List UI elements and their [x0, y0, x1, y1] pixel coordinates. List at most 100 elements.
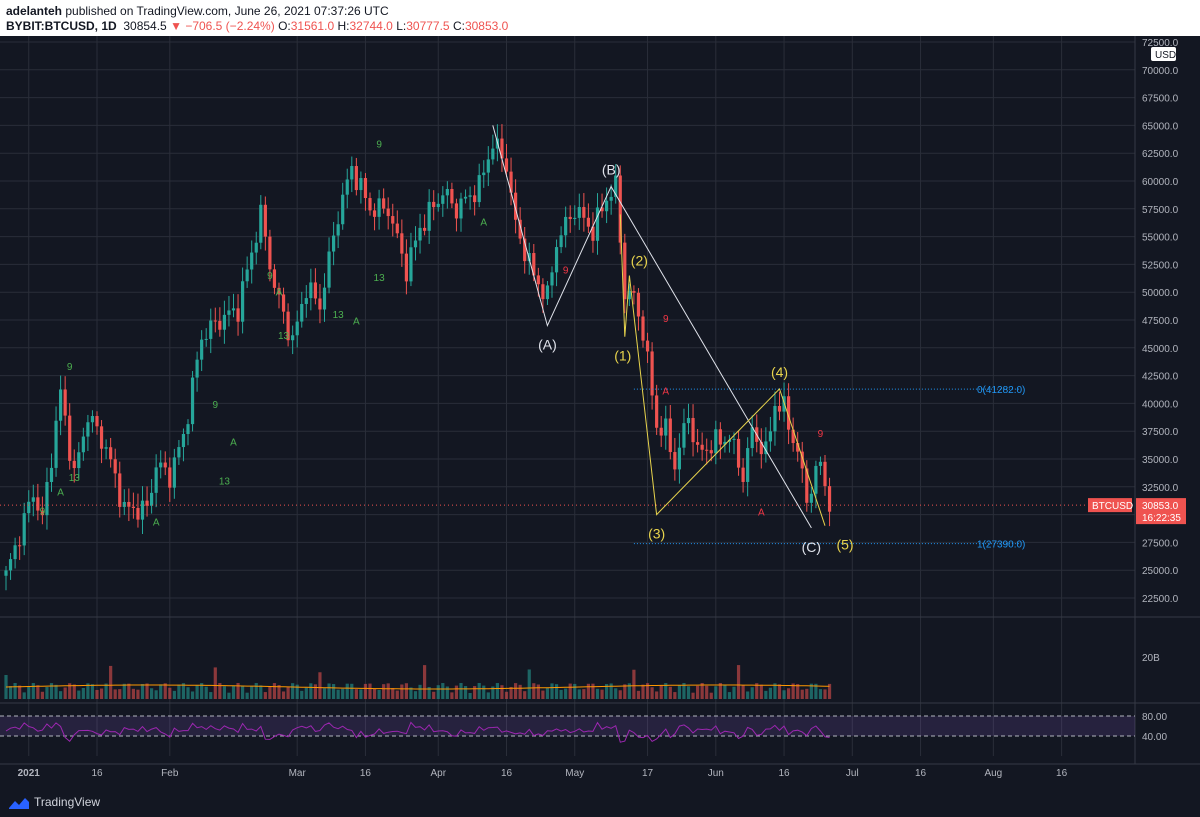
candle-body: [295, 321, 299, 336]
volume-bar: [709, 692, 713, 699]
volume-bar: [304, 687, 308, 699]
volume-axis-label: 20B: [1142, 653, 1160, 664]
y-tick-label: 62500.0: [1142, 149, 1179, 160]
volume-bar: [768, 687, 772, 699]
candle-body: [59, 389, 63, 421]
volume-bar: [40, 691, 44, 699]
y-tick-label: 70000.0: [1142, 66, 1179, 77]
chart-background: [0, 36, 1200, 786]
volume-bar: [186, 687, 190, 699]
volume-bar: [791, 683, 795, 699]
volume-bar: [718, 683, 722, 699]
volume-bar: [577, 689, 581, 699]
candle-body: [473, 195, 477, 203]
candle-body: [90, 416, 95, 423]
volume-bar: [536, 684, 540, 699]
volume-bar: [668, 686, 672, 699]
candle-body: [491, 148, 495, 160]
wave-label: (4): [771, 364, 788, 380]
volume-bar: [682, 683, 686, 699]
volume-bar: [600, 689, 604, 699]
candle-body: [8, 559, 13, 571]
symbol-label[interactable]: BYBIT:BTCUSD, 1D: [6, 19, 117, 33]
wave-label: (2): [631, 253, 648, 269]
volume-bar: [814, 683, 818, 699]
candle-body: [49, 467, 54, 482]
candle-body: [800, 451, 804, 469]
volume-bar: [518, 684, 522, 699]
td-marker: 9: [663, 314, 669, 325]
volume-bar: [81, 687, 85, 699]
candle-body: [368, 198, 372, 211]
x-tick-label: 16: [778, 768, 790, 779]
volume-bar: [477, 683, 481, 699]
volume-bar: [22, 692, 26, 699]
symbol-badge-label: BTCUSD: [1092, 501, 1133, 512]
td-marker: 9: [376, 140, 382, 151]
volume-bar: [204, 686, 208, 699]
volume-ma-line: [5, 684, 830, 690]
volume-bar: [559, 689, 563, 699]
volume-bar: [272, 683, 277, 699]
volume-bar: [291, 683, 295, 699]
td-marker: 13: [69, 473, 81, 484]
wave-label: (3): [648, 526, 665, 542]
wave-label: (1): [614, 348, 631, 364]
candle-body: [382, 198, 386, 209]
volume-bar: [281, 691, 286, 699]
candle-body: [36, 497, 40, 511]
volume-bar: [190, 691, 195, 699]
candle-body: [109, 447, 113, 460]
x-tick-label: Jul: [846, 768, 859, 779]
volume-bar: [586, 683, 590, 699]
volume-bar: [468, 692, 472, 699]
volume-bar: [441, 683, 445, 699]
y-tick-label: 47500.0: [1142, 316, 1179, 327]
volume-bar: [99, 688, 104, 699]
volume-bar: [564, 688, 568, 699]
volume-bar: [523, 691, 527, 699]
volume-bar: [454, 685, 459, 699]
td-marker: A: [153, 518, 160, 529]
volume-bar: [177, 684, 181, 699]
volume-bar: [227, 692, 231, 699]
candle-body: [350, 166, 354, 180]
volume-bar: [527, 669, 531, 699]
candle-body: [272, 269, 277, 288]
y-tick-label: 55000.0: [1142, 233, 1179, 244]
x-tick-label: Feb: [161, 768, 179, 779]
candle-body: [409, 247, 413, 282]
tradingview-brand[interactable]: TradingView: [8, 795, 100, 810]
price-chart[interactable]: 22500.025000.027500.030000.032500.035000…: [0, 36, 1200, 786]
candle-body: [391, 216, 395, 224]
volume-bar: [54, 684, 58, 699]
volume-bar: [209, 692, 213, 699]
volume-bar: [636, 690, 641, 699]
candle-body: [27, 501, 31, 514]
author-name[interactable]: adelanteh: [6, 4, 63, 18]
candle-body: [136, 507, 140, 520]
rsi-band: [0, 716, 1135, 736]
volume-bar: [327, 683, 331, 699]
candle-body: [632, 291, 636, 293]
volume-bar: [336, 689, 340, 699]
candle-body: [454, 203, 459, 219]
volume-bar: [595, 688, 600, 699]
candle-body: [172, 457, 176, 488]
candle-body: [582, 207, 586, 218]
volume-bar: [213, 667, 217, 699]
candle-body: [764, 441, 768, 455]
candle-body: [532, 253, 536, 276]
volume-bar: [86, 683, 90, 699]
candle-body: [163, 462, 167, 468]
candle-body: [259, 204, 263, 243]
x-tick-label: 2021: [18, 768, 41, 779]
volume-bar: [796, 684, 800, 699]
wave-label: (A): [538, 337, 557, 353]
td-marker: 13: [219, 477, 231, 488]
candle-body: [609, 196, 613, 201]
candle-body: [213, 320, 217, 322]
candle-body: [404, 253, 408, 282]
y-tick-label: 35000.0: [1142, 455, 1179, 466]
fib-level-label: 0(41282.0): [977, 385, 1025, 396]
